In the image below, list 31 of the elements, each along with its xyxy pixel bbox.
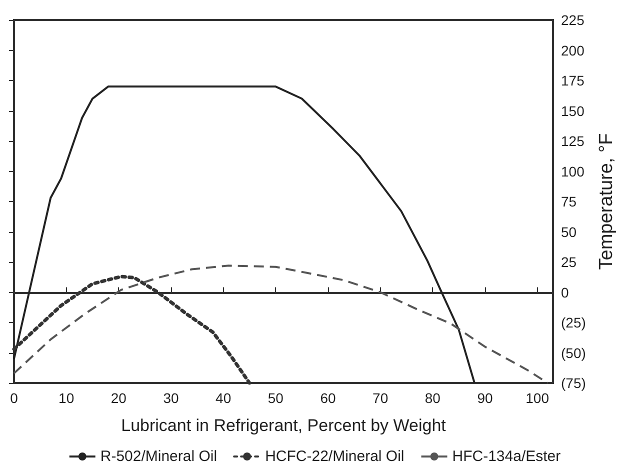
x-tick-label: 20	[110, 390, 127, 406]
x-tick-label: 30	[163, 390, 179, 406]
y-tick-label: 75	[561, 194, 577, 210]
x-tick-label: 90	[477, 390, 493, 406]
y-tick-label: 50	[561, 224, 577, 240]
y-tick-label: (75)	[561, 375, 586, 391]
x-tick-label: 40	[216, 390, 232, 406]
x-axis-title: Lubricant in Refrigerant, Percent by Weight	[121, 416, 446, 435]
line-series	[13, 264, 549, 384]
x-tick-label: 70	[372, 390, 388, 406]
legend-label: HFC-134a/Ester	[452, 448, 561, 465]
y-tick-label: (50)	[561, 344, 586, 361]
legend-label: R-502/Mineral Oil	[100, 448, 218, 465]
y-axis-title: Temperature, °F	[596, 133, 617, 270]
y-tick-label: (25)	[561, 314, 586, 330]
y-tick-label: 200	[561, 42, 585, 58]
x-tick-label: 60	[320, 390, 336, 406]
y-tick-label: 100	[561, 163, 585, 180]
x-tick-label: 0	[10, 390, 18, 406]
y-tick-label: 175	[561, 72, 585, 88]
y-tick-label: 125	[561, 133, 585, 149]
y-tick-label: 150	[561, 102, 585, 119]
line-series	[13, 86, 476, 384]
y-tick-label: 25	[561, 254, 577, 270]
y-tick-label: 225	[561, 12, 585, 28]
x-tick-label: 100	[526, 390, 550, 406]
legend-label: HCFC-22/Mineral Oil	[265, 448, 404, 465]
x-tick-label: 80	[424, 390, 441, 406]
x-tick-label: 50	[268, 390, 284, 406]
x-tick-label: 10	[58, 390, 74, 406]
y-tick-label: 0	[561, 284, 569, 300]
